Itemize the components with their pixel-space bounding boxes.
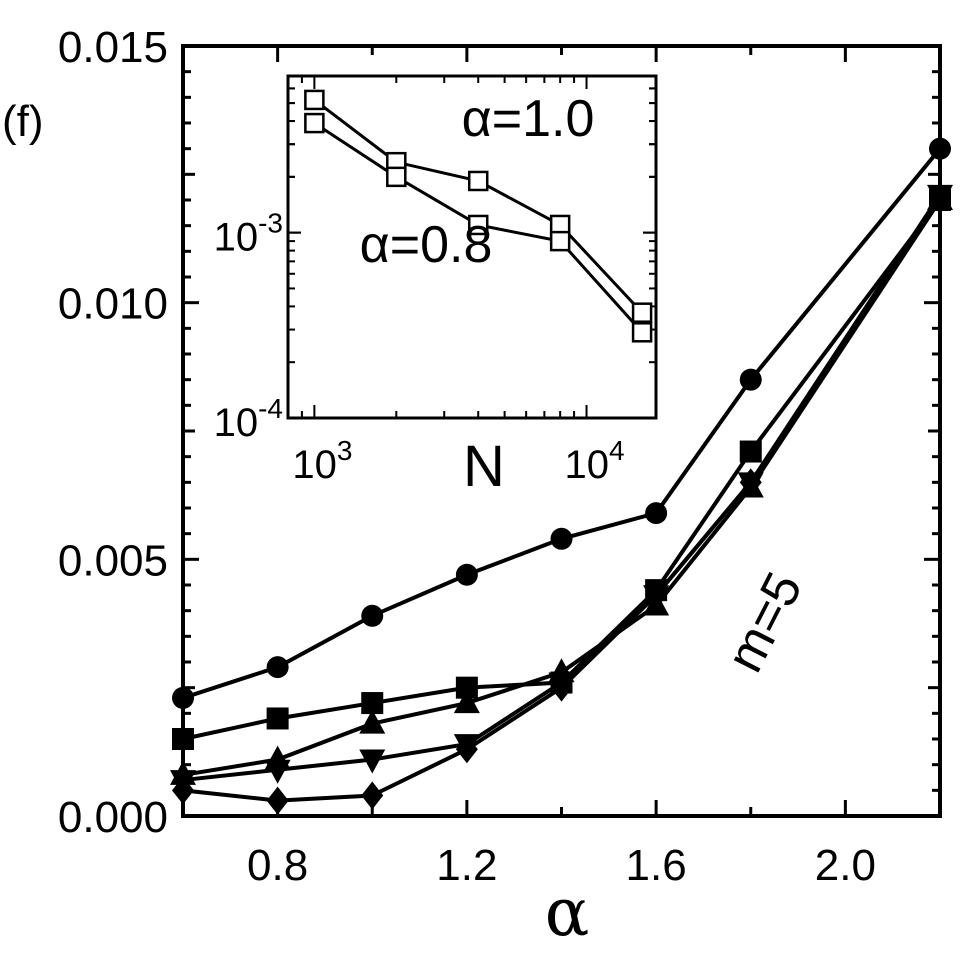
data-point-triangle-down: [264, 759, 291, 784]
main-x-axis-label: α: [545, 874, 590, 951]
data-point-diamond: [550, 673, 573, 702]
data-point-square: [361, 692, 384, 715]
y-tick-label: 0.010: [58, 280, 168, 329]
inset-series: [304, 89, 653, 343]
main-annotation: m=5: [716, 563, 814, 681]
data-point-circle: [361, 604, 384, 627]
y-tick-label: 0.000: [58, 793, 168, 842]
inset-annotation-alpha-0-8: α=0.8: [360, 216, 493, 274]
main-chart: 0.8 1.2 1.6 2.0 0.000 0.005 0.010 0.015 α m=5: [58, 23, 953, 951]
data-point-circle: [739, 368, 762, 391]
data-point-circle: [929, 137, 951, 160]
inset-background: [288, 76, 656, 418]
series-line: [182, 198, 942, 803]
series-line: [182, 198, 942, 741]
main-series: [170, 137, 953, 815]
data-point-diamond: [929, 186, 951, 214]
data-point-diamond: [455, 735, 478, 764]
x-tick-label: 0.8: [247, 841, 308, 890]
inset-data-point-open-square: [304, 89, 325, 111]
inset-x-tick-label: 104: [564, 435, 624, 487]
inset-data-point-open-square: [467, 170, 489, 192]
data-point-triangle-down: [359, 749, 386, 774]
data-point-circle: [645, 502, 668, 525]
series-line: [182, 147, 942, 700]
inset-data-point-open-square: [386, 166, 407, 188]
x-tick-label: 1.2: [436, 841, 497, 890]
data-point-triangle-up: [453, 689, 480, 714]
series-diamond: [172, 186, 951, 815]
series-line: [182, 198, 942, 777]
data-point-diamond: [739, 468, 762, 497]
inset-chart: 103 104 10-4 10-3 N α=1.0 α=0.8: [214, 74, 658, 499]
inset-x-tick-label: 103: [292, 435, 352, 487]
data-point-square: [172, 728, 194, 750]
y-tick-label: 0.005: [58, 536, 168, 585]
main-ticks: 0.8 1.2 1.6 2.0 0.000 0.005 0.010 0.015: [58, 23, 942, 890]
data-point-diamond: [645, 581, 668, 610]
inset-plot-frame: [286, 74, 658, 420]
x-tick-label: 1.6: [626, 841, 687, 890]
inset-y-tick-label: 10-3: [214, 208, 283, 260]
inset-data-point-open-square: [304, 112, 325, 134]
data-point-circle: [550, 527, 573, 550]
inset-y-tick-label: 10-4: [214, 393, 283, 445]
data-point-diamond: [361, 781, 384, 810]
data-point-square: [266, 707, 289, 730]
data-point-circle: [266, 656, 289, 679]
inset-data-point-open-square: [549, 230, 571, 252]
data-point-diamond: [172, 776, 194, 805]
inset-data-point-open-square: [631, 322, 653, 343]
x-tick-label: 2.0: [815, 841, 876, 890]
inset-data-point-open-square: [467, 214, 489, 236]
inset-data-point-open-square: [631, 302, 653, 323]
data-point-triangle-up: [359, 709, 386, 734]
inset-annotation-alpha-1-0: α=1.0: [462, 90, 595, 148]
data-point-circle: [172, 686, 194, 709]
series-circle: [172, 137, 951, 709]
inset-ticks: 103 104 10-4 10-3: [214, 75, 656, 487]
data-point-circle: [455, 563, 478, 586]
y-tick-label: 0.015: [58, 23, 168, 72]
data-point-square: [739, 440, 762, 463]
data-point-diamond: [266, 786, 289, 815]
data-point-square: [455, 676, 478, 699]
inset-series-1: [304, 112, 653, 343]
panel-label: (f): [2, 97, 44, 146]
inset-x-axis-label: N: [463, 434, 505, 499]
